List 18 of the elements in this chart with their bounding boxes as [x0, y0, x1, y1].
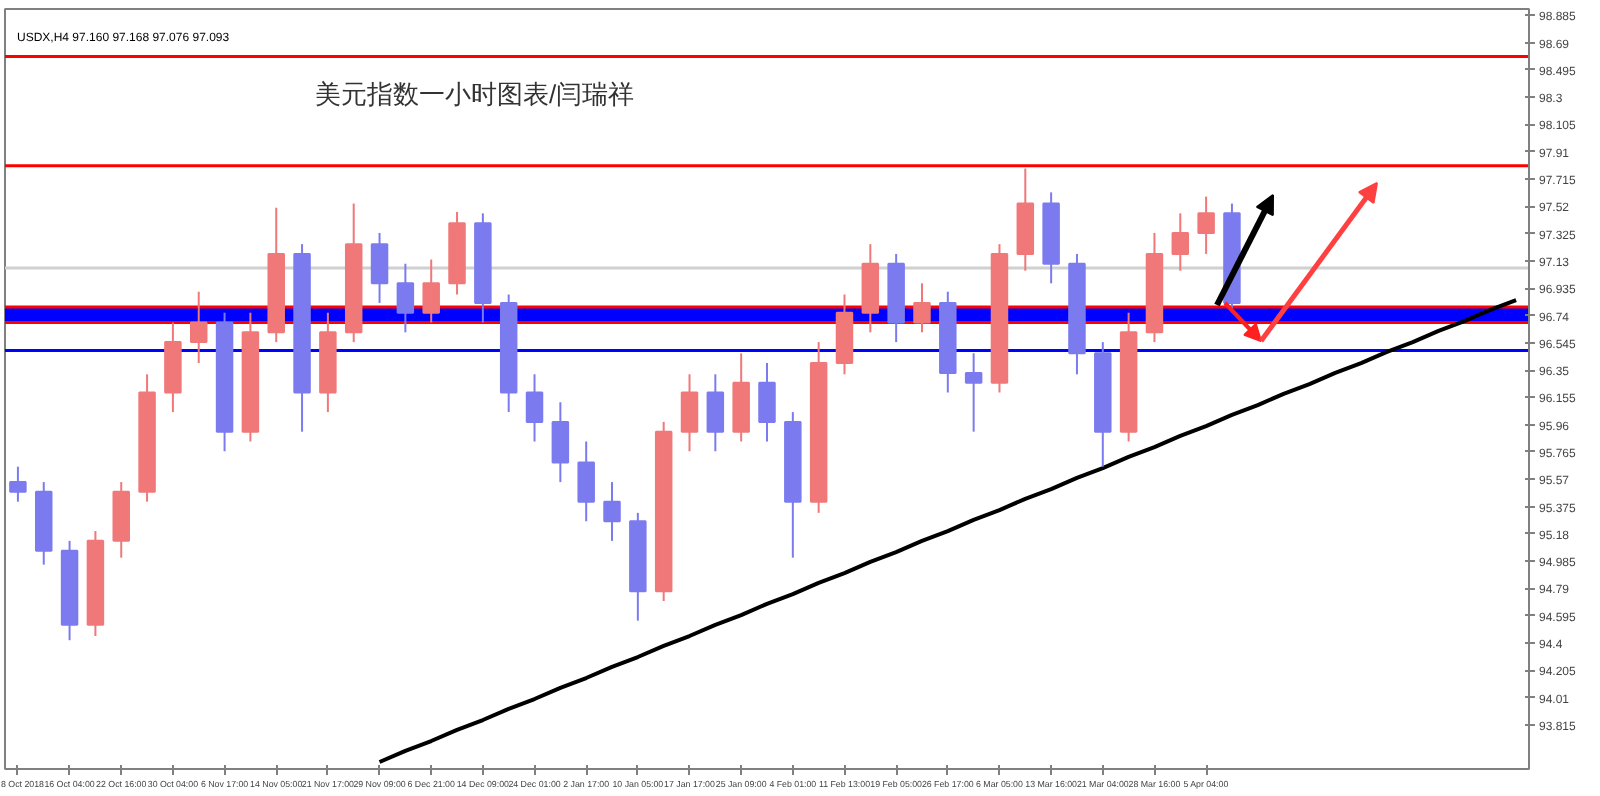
- candlestick: [422, 258, 440, 324]
- candlestick: [1171, 212, 1190, 272]
- candlestick: [189, 290, 208, 365]
- candlestick: [577, 440, 595, 523]
- candlestick: [525, 373, 544, 443]
- candlestick: [551, 401, 570, 484]
- candlestick: [964, 352, 983, 433]
- candlestick: [1197, 195, 1215, 255]
- candlestick: [680, 373, 699, 453]
- candlestick: [758, 362, 776, 443]
- candlestick: [913, 282, 931, 334]
- candlestick: [603, 481, 621, 542]
- candlestick: [706, 373, 725, 453]
- text: 美元指数一小时图表/闫瑞祥: [315, 79, 635, 109]
- candlestick: [9, 465, 27, 503]
- line-series: [377, 298, 1519, 764]
- candlestick: [396, 262, 415, 334]
- candlestick: [370, 231, 389, 304]
